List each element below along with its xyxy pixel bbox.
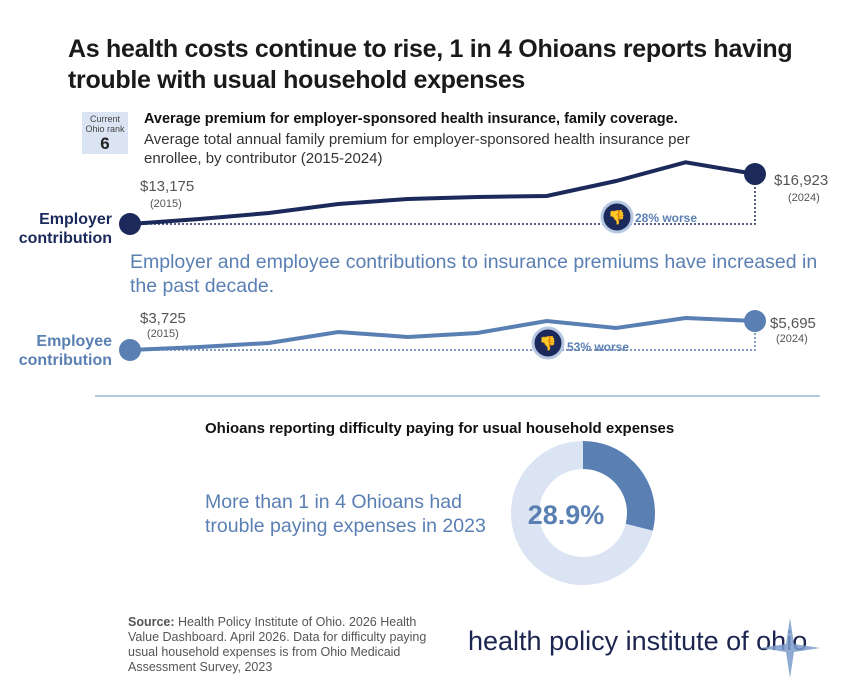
donut-label: 28.9% <box>528 500 605 530</box>
divider <box>95 395 820 397</box>
chart-subtitle: Average total annual family premium for … <box>144 131 690 167</box>
employer-start-value: $13,175 <box>140 178 195 195</box>
employee-thumbs-down-glyph: 👎 <box>539 335 556 352</box>
employer-thumbs-down-glyph: 👎 <box>608 209 625 226</box>
employer-point <box>744 163 766 186</box>
page-title: As health costs continue to rise, 1 in 4… <box>68 35 793 94</box>
employee-label: Employee contribution <box>18 333 112 369</box>
donut-chart: 28.9% <box>511 441 655 585</box>
employer-end-year: (2024) <box>788 192 820 204</box>
employer-start-year: (2015) <box>150 198 182 210</box>
employer-thumbs-down-icon <box>600 200 634 234</box>
hpio-logo: health policy institute of ohio <box>468 626 808 656</box>
source-label: Source: <box>128 615 175 629</box>
employee-end-year: (2024) <box>776 333 808 345</box>
donut-slice <box>511 441 655 585</box>
line-charts: 👎👎 <box>119 160 766 361</box>
employer-point <box>119 213 141 235</box>
chart-title: Average premium for employer-sponsored h… <box>144 111 678 127</box>
employer-label: Employer contribution <box>18 211 112 247</box>
rank-label: Current Ohio rank <box>85 114 125 134</box>
ohio-rank-badge: Current Ohio rank 6 <box>82 112 128 154</box>
employer-baseline <box>130 174 756 225</box>
contributions-note: Employer and employee contributions to i… <box>130 251 818 297</box>
expenses-note: More than 1 in 4 Ohioans had trouble pay… <box>205 491 486 537</box>
employee-end-value: $5,695 <box>770 315 816 332</box>
section-title: Ohioans reporting difficulty paying for … <box>205 420 675 437</box>
employer-end-value: $16,923 <box>774 172 829 189</box>
employee-point <box>119 339 141 361</box>
employer-series-line <box>129 160 756 226</box>
employee-start-value: $3,725 <box>140 310 186 327</box>
rank-value: 6 <box>100 134 110 153</box>
employee-thumbs-down-icon <box>531 326 565 360</box>
employee-point <box>744 310 766 333</box>
compass-star-icon <box>760 618 820 678</box>
employee-series-line <box>129 316 756 352</box>
employer-change: 28% worse <box>635 211 698 225</box>
source-text: Health Policy Institute of Ohio. 2026 He… <box>128 615 427 674</box>
employee-start-year: (2015) <box>147 328 179 340</box>
source-note: Source: Health Policy Institute of Ohio.… <box>128 615 448 675</box>
